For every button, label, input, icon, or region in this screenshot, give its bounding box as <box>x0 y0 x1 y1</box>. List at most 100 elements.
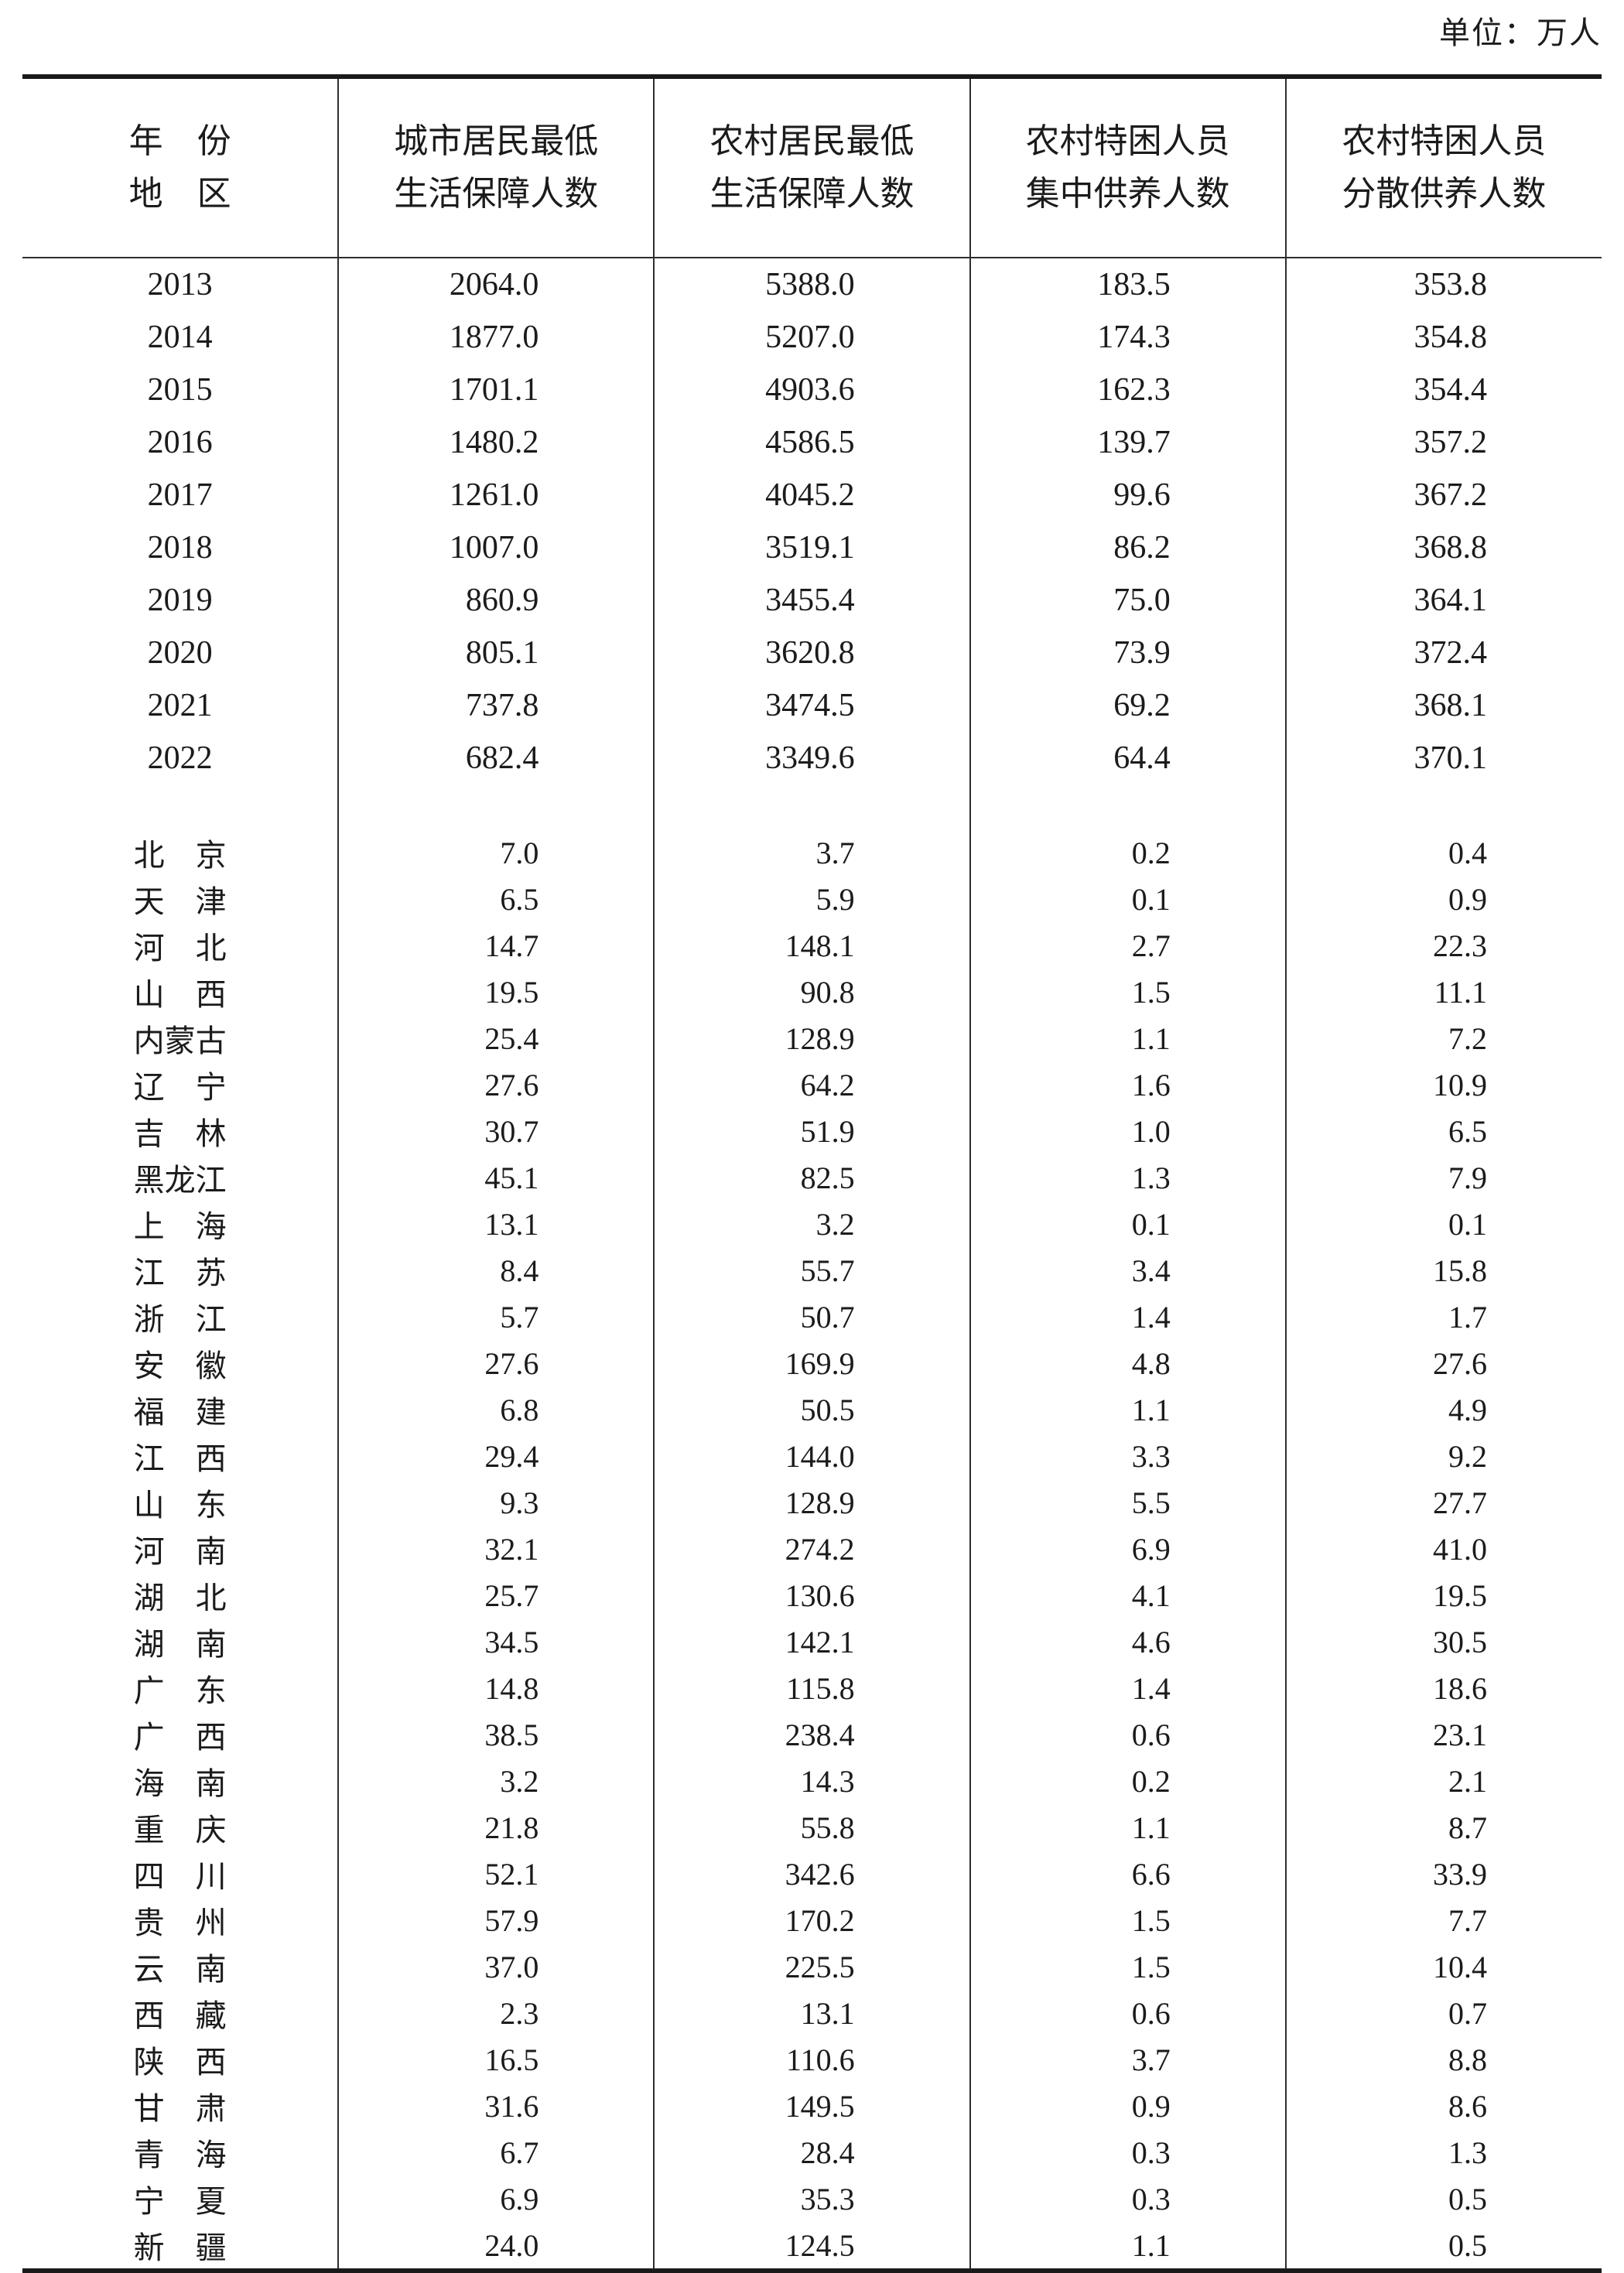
value-cell: 7.2 <box>1448 1020 1487 1056</box>
year-label: 2013 <box>22 258 340 311</box>
table-row: 安 徽 27.6 169.9 4.8 27.6 <box>22 1340 1602 1386</box>
value-cell: 19.5 <box>338 969 655 1015</box>
year-label: 2015 <box>22 364 340 416</box>
table-row: 2016 1480.2 4586.5 139.7 357.2 <box>22 416 1602 469</box>
region-label: 黑龙江 <box>22 1154 340 1201</box>
value-cell: 6.6 <box>969 1851 1287 1897</box>
value-cell: 90.8 <box>654 969 971 1015</box>
region-label: 浙 江 <box>22 1294 340 1340</box>
value-cell: 1.6 <box>969 1061 1287 1108</box>
table-row: 河 北 14.7 148.1 2.7 22.3 <box>22 922 1602 969</box>
value-cell: 368.1 <box>1414 688 1488 723</box>
value-cell: 55.7 <box>654 1247 971 1294</box>
value-cell: 1.5 <box>969 1897 1287 1943</box>
value-cell: 25.4 <box>338 1015 655 1061</box>
header-rural-destitute-centralized: 农村特困人员 集中供养人数 <box>969 77 1287 258</box>
value-cell: 11.1 <box>1434 974 1487 1010</box>
value-cell: 7.7 <box>1448 1902 1487 1938</box>
value-cell: 115.8 <box>654 1665 971 1711</box>
value-cell: 130.6 <box>654 1572 971 1618</box>
value-cell: 50.7 <box>654 1294 971 1340</box>
value-cell: 8.4 <box>338 1247 655 1294</box>
region-label: 新 疆 <box>22 2222 340 2271</box>
value-cell: 38.5 <box>338 1711 655 1758</box>
table-body: 2013 2064.0 5388.0 183.5 353.8 2014 1877.0 5207… <box>22 258 1602 2271</box>
value-cell: 9.3 <box>338 1479 655 1526</box>
value-cell: 372.4 <box>1414 635 1488 671</box>
value-cell: 15.8 <box>1433 1253 1487 1288</box>
value-cell: 3.7 <box>969 2036 1287 2083</box>
value-cell: 7.9 <box>1448 1160 1487 1195</box>
region-label: 福 建 <box>22 1386 340 1433</box>
value-cell: 3349.6 <box>654 732 971 784</box>
header-year-line: 年 份 <box>128 122 231 160</box>
table-row: 黑龙江 45.1 82.5 1.3 7.9 <box>22 1154 1602 1201</box>
table-row: 2014 1877.0 5207.0 174.3 354.8 <box>22 311 1602 364</box>
value-cell: 9.2 <box>1448 1438 1487 1474</box>
region-label: 北 京 <box>22 829 340 876</box>
value-cell: 4903.6 <box>654 364 971 416</box>
value-cell: 860.9 <box>338 574 655 627</box>
spacer-cell <box>338 784 655 829</box>
table-row: 2019 860.9 3455.4 75.0 364.1 <box>22 574 1602 627</box>
table-row: 浙 江 5.7 50.7 1.4 1.7 <box>22 1294 1602 1340</box>
value-cell: 8.6 <box>1448 2088 1487 2124</box>
value-cell: 0.7 <box>1448 1995 1487 2031</box>
table-row: 山 西 19.5 90.8 1.5 11.1 <box>22 969 1602 1015</box>
value-cell: 2064.0 <box>338 258 655 311</box>
value-cell: 6.8 <box>338 1386 655 1433</box>
value-cell: 3.2 <box>338 1758 655 1804</box>
value-cell: 3620.8 <box>654 627 971 679</box>
table-row: 新 疆 24.0 124.5 1.1 0.5 <box>22 2222 1602 2271</box>
value-cell: 6.9 <box>338 2176 655 2222</box>
region-label: 广 东 <box>22 1665 340 1711</box>
table-row: 宁 夏 6.9 35.3 0.3 0.5 <box>22 2176 1602 2222</box>
value-cell: 27.6 <box>338 1061 655 1108</box>
value-cell: 5207.0 <box>654 311 971 364</box>
value-cell: 14.7 <box>338 922 655 969</box>
value-cell: 75.0 <box>969 574 1287 627</box>
table-row: 内蒙古 25.4 128.9 1.1 7.2 <box>22 1015 1602 1061</box>
value-cell: 342.6 <box>654 1851 971 1897</box>
table-row: 云 南 37.0 225.5 1.5 10.4 <box>22 1943 1602 1990</box>
value-cell: 14.8 <box>338 1665 655 1711</box>
region-label: 湖 南 <box>22 1618 340 1665</box>
table-row: 2017 1261.0 4045.2 99.6 367.2 <box>22 469 1602 521</box>
table-row: 2020 805.1 3620.8 73.9 372.4 <box>22 627 1602 679</box>
region-label: 重 庆 <box>22 1804 340 1851</box>
year-label: 2020 <box>22 627 340 679</box>
region-label: 吉 林 <box>22 1108 340 1154</box>
value-cell: 1261.0 <box>338 469 655 521</box>
region-label: 上 海 <box>22 1201 340 1247</box>
region-label: 西 藏 <box>22 1990 340 2036</box>
table-row: 吉 林 30.7 51.9 1.0 6.5 <box>22 1108 1602 1154</box>
region-label: 湖 北 <box>22 1572 340 1618</box>
value-cell: 1.3 <box>969 1154 1287 1201</box>
year-label: 2017 <box>22 469 340 521</box>
value-cell: 23.1 <box>1433 1717 1487 1752</box>
value-cell: 4586.5 <box>654 416 971 469</box>
table-row: 贵 州 57.9 170.2 1.5 7.7 <box>22 1897 1602 1943</box>
spacer-cell <box>654 784 971 829</box>
value-cell: 27.6 <box>1433 1345 1487 1381</box>
value-cell: 354.8 <box>1414 320 1488 355</box>
table-row: 江 苏 8.4 55.7 3.4 15.8 <box>22 1247 1602 1294</box>
value-cell: 10.9 <box>1433 1067 1487 1102</box>
value-cell: 55.8 <box>654 1804 971 1851</box>
table-row: 上 海 13.1 3.2 0.1 0.1 <box>22 1201 1602 1247</box>
value-cell: 6.5 <box>338 876 655 922</box>
value-cell: 25.7 <box>338 1572 655 1618</box>
table-row: 西 藏 2.3 13.1 0.6 0.7 <box>22 1990 1602 2036</box>
table-row: 天 津 6.5 5.9 0.1 0.9 <box>22 876 1602 922</box>
value-cell: 354.4 <box>1414 372 1488 408</box>
table-row: 河 南 32.1 274.2 6.9 41.0 <box>22 1526 1602 1572</box>
value-cell: 0.5 <box>1448 2181 1487 2217</box>
value-cell: 30.5 <box>1433 1624 1487 1659</box>
value-cell: 1480.2 <box>338 416 655 469</box>
value-cell: 31.6 <box>338 2083 655 2129</box>
value-cell: 353.8 <box>1414 267 1488 302</box>
value-cell: 14.3 <box>654 1758 971 1804</box>
value-cell: 69.2 <box>969 679 1287 732</box>
value-cell: 0.9 <box>969 2083 1287 2129</box>
value-cell: 32.1 <box>338 1526 655 1572</box>
